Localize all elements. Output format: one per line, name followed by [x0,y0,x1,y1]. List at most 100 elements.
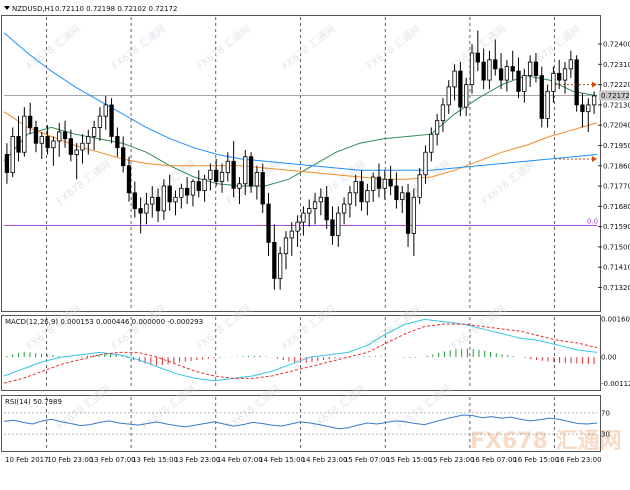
watermark-text: FX678 汇通网 [24,302,83,352]
bearish-candle [167,185,172,203]
watermark-logo-text: FX678 汇通网 [470,429,622,454]
bearish-candle [272,241,277,279]
bearish-candle [138,208,143,214]
macd-panel-frame [1,315,601,391]
bearish-candle [376,176,382,189]
watermark-text: FX678 汇通网 [194,22,253,72]
bullish-candle [150,196,155,205]
bullish-candle [237,183,242,189]
bearish-candle [481,61,486,81]
macd-main-line [3,318,598,382]
bearish-candle [214,169,219,182]
price-tick-label: 0.72130 [603,101,630,109]
bearish-candle [196,181,201,191]
bullish-candle [51,140,56,149]
watermark-text: FX678 汇通网 [109,22,168,72]
bullish-candle [190,181,196,196]
bullish-candle [336,212,341,237]
bearish-candle [516,70,521,92]
watermark-text: FX678 汇通网 [194,302,253,352]
chart-symbol-title: NZDUSD,H1 [12,5,54,13]
bearish-candle [155,196,161,212]
bullish-candle [10,136,15,173]
macd-label: MACD(12,26,9) 0.000153 0.000446 0.000000… [5,318,203,326]
symbol-dropdown-icon[interactable] [4,6,10,10]
price-tick-label: 0.72400 [603,41,630,49]
moving-average-line [3,111,598,180]
bearish-candle [115,136,120,149]
bullish-candle [586,104,591,113]
bullish-candle [382,178,387,189]
bullish-candle [86,136,91,144]
bearish-candle [580,104,585,113]
bearish-candle [132,192,137,209]
bearish-candle [266,203,271,243]
bullish-candle [429,133,434,153]
price-tick-label: 0.71320 [603,284,630,292]
period-separators [46,17,555,450]
time-tick-label: 14 Feb 15:00 [259,456,305,464]
bullish-candle [365,190,370,203]
bearish-candle [121,147,126,167]
bullish-candle [173,196,178,203]
moving-average-line [3,75,598,187]
chart-ohlc-readout: 0.72110 0.72198 0.72102 0.72172 [55,5,177,13]
bullish-candle [307,208,312,214]
bearish-candle [330,219,335,237]
bullish-candle [179,187,184,198]
watermark-text: FX678 汇通网 [224,382,283,432]
rsi-label: RSI(14) 50.7989 [5,398,62,406]
time-tick-label: 10 Feb 2017 [5,456,49,464]
price-tick-label: 0.71590 [603,223,630,231]
bearish-candle [4,154,10,173]
price-tick-label: 0.71680 [603,203,630,211]
time-tick-label: 14 Feb 07:00 [217,456,263,464]
time-tick-label: 13 Feb 23:00 [174,456,220,464]
bearish-candle [16,136,21,153]
macd-signal-line [3,323,598,384]
bearish-candle [231,160,236,189]
bullish-candle [411,196,417,234]
bullish-candle [289,230,294,239]
watermark-text: FX678 汇通网 [279,302,338,352]
bearish-candle [109,104,114,137]
bullish-candle [487,59,492,81]
bullish-candle [219,172,225,182]
bullish-candle [318,196,323,203]
watermark-text: FX678 汇通网 [54,157,113,207]
bullish-candle [103,104,108,117]
bullish-candle [278,253,283,279]
bullish-candle [469,52,475,86]
price-levels: 0.0 [4,81,598,226]
bullish-candle [440,104,446,122]
bullish-candle [522,75,527,92]
bearish-candle [388,178,393,187]
bearish-candle [510,66,515,72]
fib-level-label: 0.0 [587,217,598,225]
watermark-text: FX678 汇通网 [309,157,368,207]
macd-tick-label: 0.00 [601,354,617,362]
bullish-candle [208,169,213,180]
watermark-text: FX678 汇通网 [524,22,583,72]
time-tick-label: 16 Feb 23:00 [556,456,602,464]
current-price-tag [599,90,629,101]
bearish-candle [574,59,579,106]
bearish-candle [493,59,498,70]
price-tick-label: 0.72220 [603,81,630,89]
time-tick-label: 15 Feb 15:00 [386,456,432,464]
bearish-candle [28,115,33,128]
bullish-candle [22,115,27,153]
bullish-candle [301,212,306,223]
bullish-candle [400,192,405,200]
bullish-candle [353,181,358,194]
price-tick-label: 0.71860 [603,162,630,170]
time-tick-label: 13 Feb 15:00 [132,456,178,464]
rsi-panel-frame [1,395,601,452]
bullish-candle [527,61,533,77]
bullish-candle [341,203,347,214]
time-tick-label: 14 Feb 23:00 [302,456,348,464]
bullish-candle [80,142,85,151]
time-tick-label: 13 Feb 07:00 [90,456,136,464]
